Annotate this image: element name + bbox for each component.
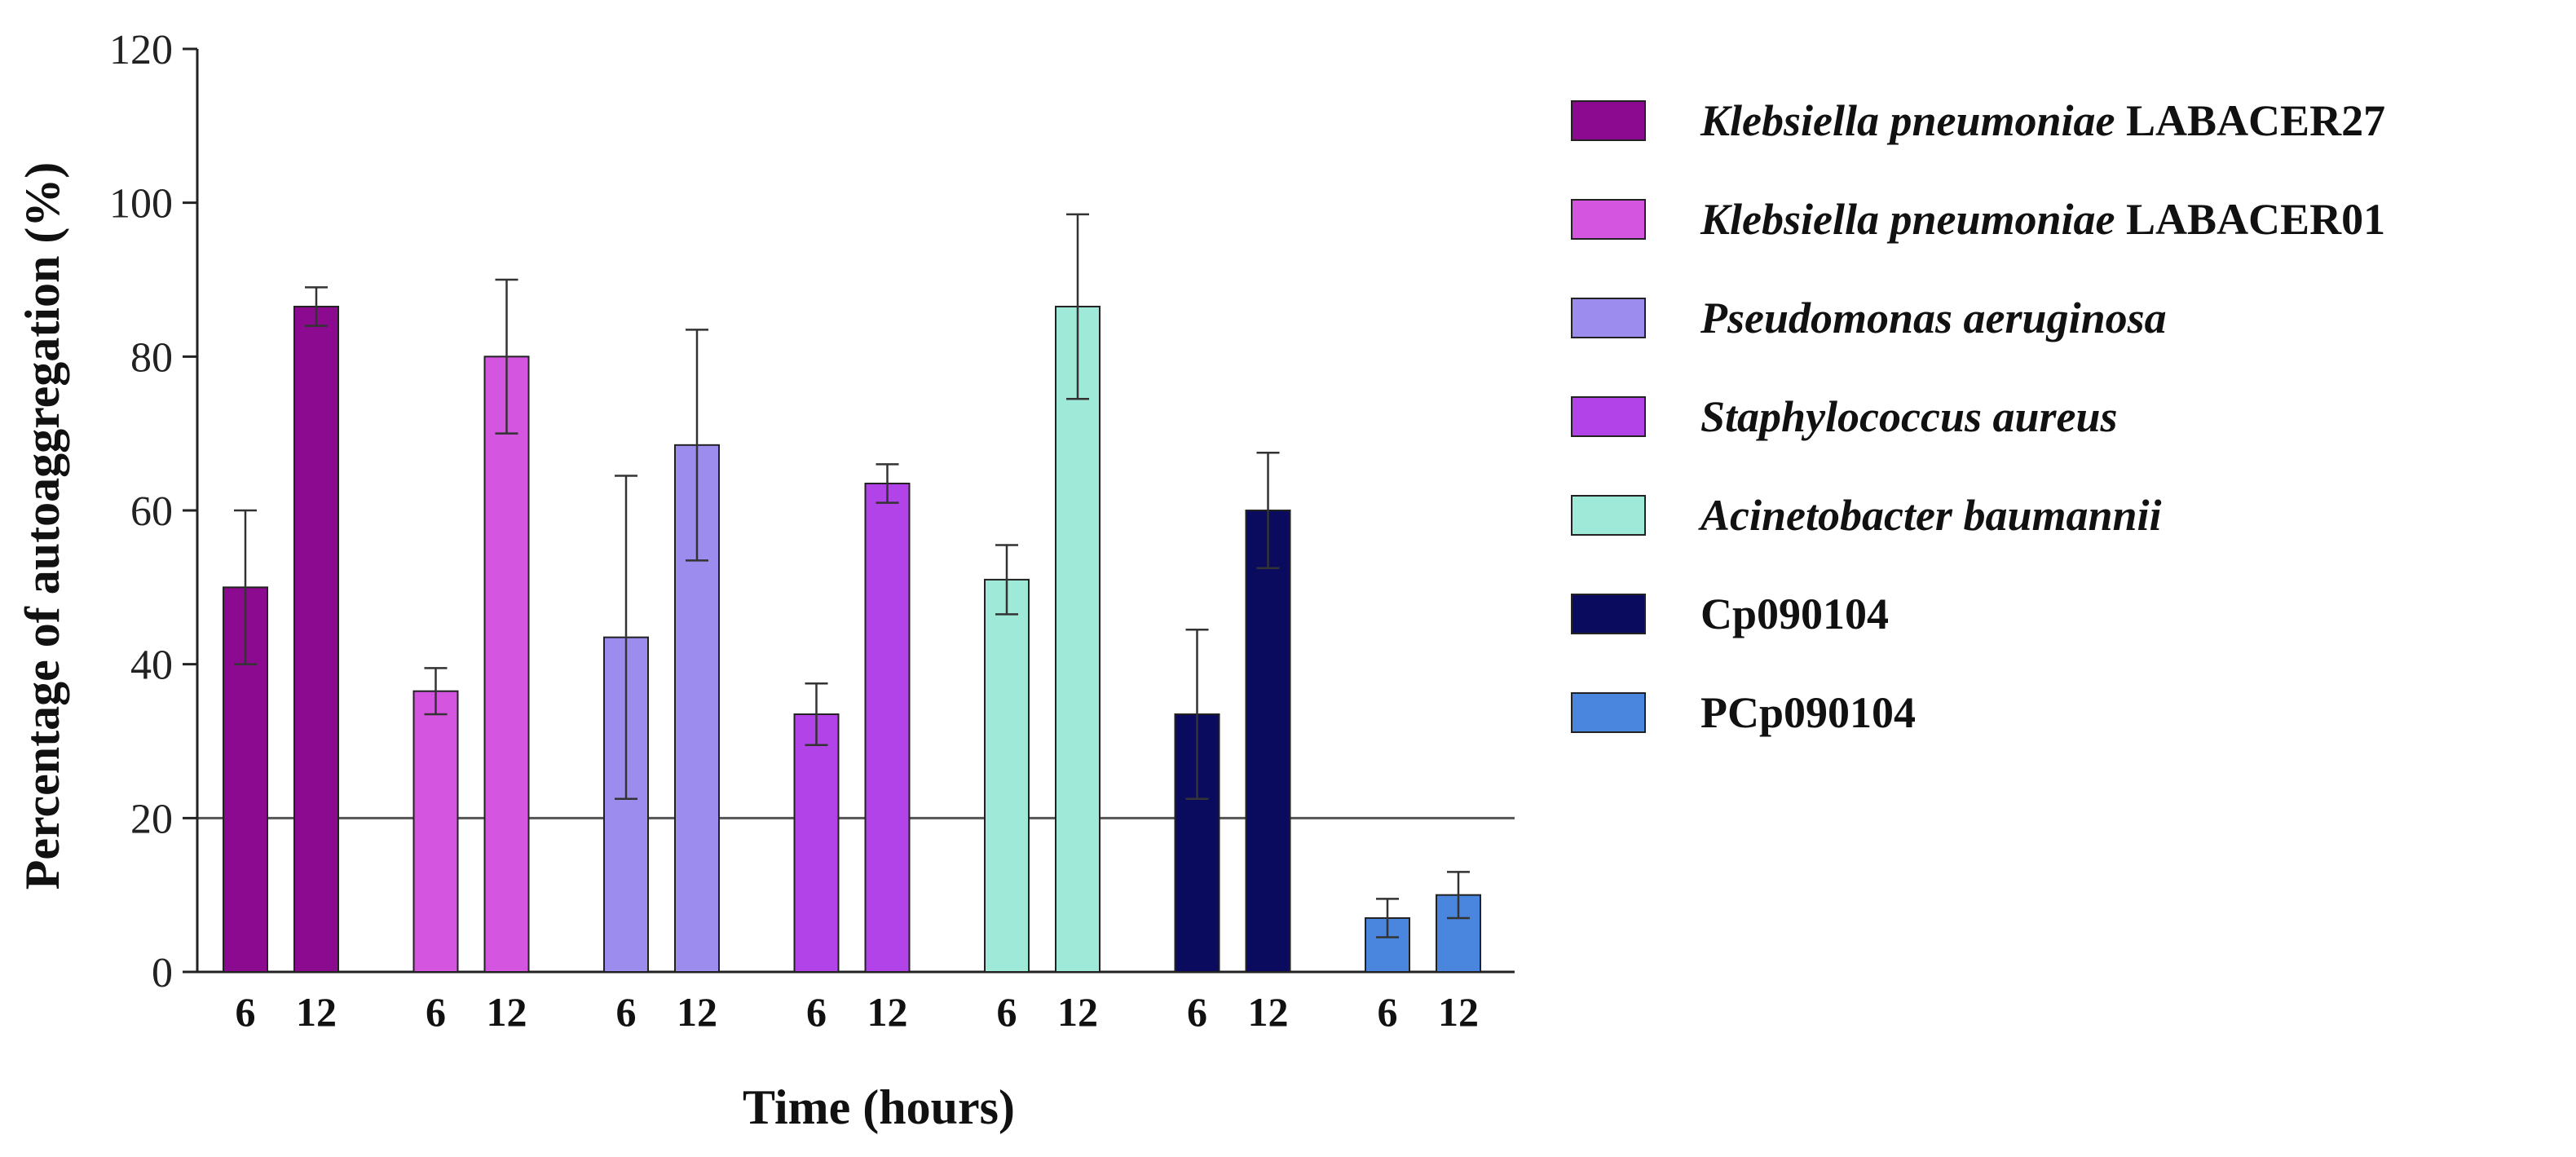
legend-label-italic: Staphylococcus aureus	[1700, 392, 2118, 441]
x-tick-label: 6	[616, 989, 637, 1035]
bar	[864, 482, 911, 973]
x-tick-label: 12	[1438, 989, 1479, 1035]
legend-label-plain: PCp090104	[1700, 688, 1916, 737]
legend-swatch	[1571, 100, 1646, 141]
x-tick-label: 12	[1248, 989, 1289, 1035]
bar	[293, 306, 339, 973]
legend-item: Staphylococcus aureus	[1571, 392, 2118, 441]
legend-label-italic: Klebsiella pneumoniae	[1700, 195, 2115, 244]
legend-label-plain: LABACER27	[2115, 96, 2386, 145]
legend-item: Acinetobacter baumannii	[1571, 491, 2162, 540]
y-tick-label: 100	[109, 181, 173, 227]
x-tick-label: 6	[1378, 989, 1398, 1035]
legend-item: Cp090104	[1571, 590, 1889, 638]
legend-label: Klebsiella pneumoniae LABACER27	[1700, 96, 2385, 145]
x-tick-label: 12	[296, 989, 337, 1035]
legend-label: Staphylococcus aureus	[1700, 392, 2118, 441]
bar	[793, 713, 840, 973]
plot-area: 0 20 40 60 80 100 120 6 12 6 12 6 12 6 12 6 12 6 12 6 12	[109, 27, 1515, 1035]
legend-label: PCp090104	[1700, 688, 1916, 737]
legend-label: Pseudomonas aeruginosa	[1700, 294, 2167, 342]
legend: Klebsiella pneumoniae LABACER27Klebsiell…	[1571, 96, 2385, 737]
legend-swatch	[1571, 396, 1646, 437]
legend-item: Pseudomonas aeruginosa	[1571, 294, 2167, 342]
legend-label-plain: LABACER01	[2115, 195, 2386, 244]
legend-swatch	[1571, 495, 1646, 536]
legend-swatch	[1571, 199, 1646, 240]
legend-label-italic: Klebsiella pneumoniae	[1700, 96, 2115, 145]
legend-swatch	[1571, 692, 1646, 733]
legend-label-italic: Acinetobacter baumannii	[1698, 491, 2162, 540]
y-tick-label: 80	[130, 334, 173, 381]
y-tick-label: 60	[130, 488, 173, 535]
x-tick-label: 12	[677, 989, 717, 1035]
x-tick-label: 6	[426, 989, 446, 1035]
y-tick-label: 120	[109, 27, 173, 73]
legend-label: Klebsiella pneumoniae LABACER01	[1700, 195, 2385, 244]
legend-item: Klebsiella pneumoniae LABACER01	[1571, 195, 2385, 244]
legend-swatch	[1571, 594, 1646, 634]
bar	[483, 355, 530, 974]
bar	[1245, 510, 1291, 973]
legend-item: Klebsiella pneumoniae LABACER27	[1571, 96, 2385, 145]
x-tick-label: 12	[487, 989, 527, 1035]
legend-label: Cp090104	[1700, 590, 1889, 638]
x-tick-label: 6	[806, 989, 827, 1035]
y-tick-label: 0	[152, 950, 173, 996]
x-tick-label: 6	[997, 989, 1017, 1035]
x-tick-label: 6	[1187, 989, 1207, 1035]
legend-label-plain: Cp090104	[1700, 590, 1889, 638]
bar	[984, 578, 1030, 974]
y-axis-title: Percentage of autoaggregation (%)	[15, 162, 69, 890]
legend-label: Acinetobacter baumannii	[1698, 491, 2162, 540]
legend-item: PCp090104	[1571, 688, 1916, 737]
bar	[412, 690, 459, 974]
x-axis-title: Time (hours)	[743, 1080, 1015, 1134]
y-tick-label: 20	[130, 796, 173, 842]
x-tick-label: 12	[867, 989, 908, 1035]
x-tick-label: 12	[1057, 989, 1098, 1035]
legend-swatch	[1571, 298, 1646, 338]
bar	[1055, 306, 1101, 973]
legend-label-italic: Pseudomonas aeruginosa	[1700, 294, 2167, 342]
y-tick-label: 40	[130, 643, 173, 689]
x-tick-label: 6	[236, 989, 256, 1035]
